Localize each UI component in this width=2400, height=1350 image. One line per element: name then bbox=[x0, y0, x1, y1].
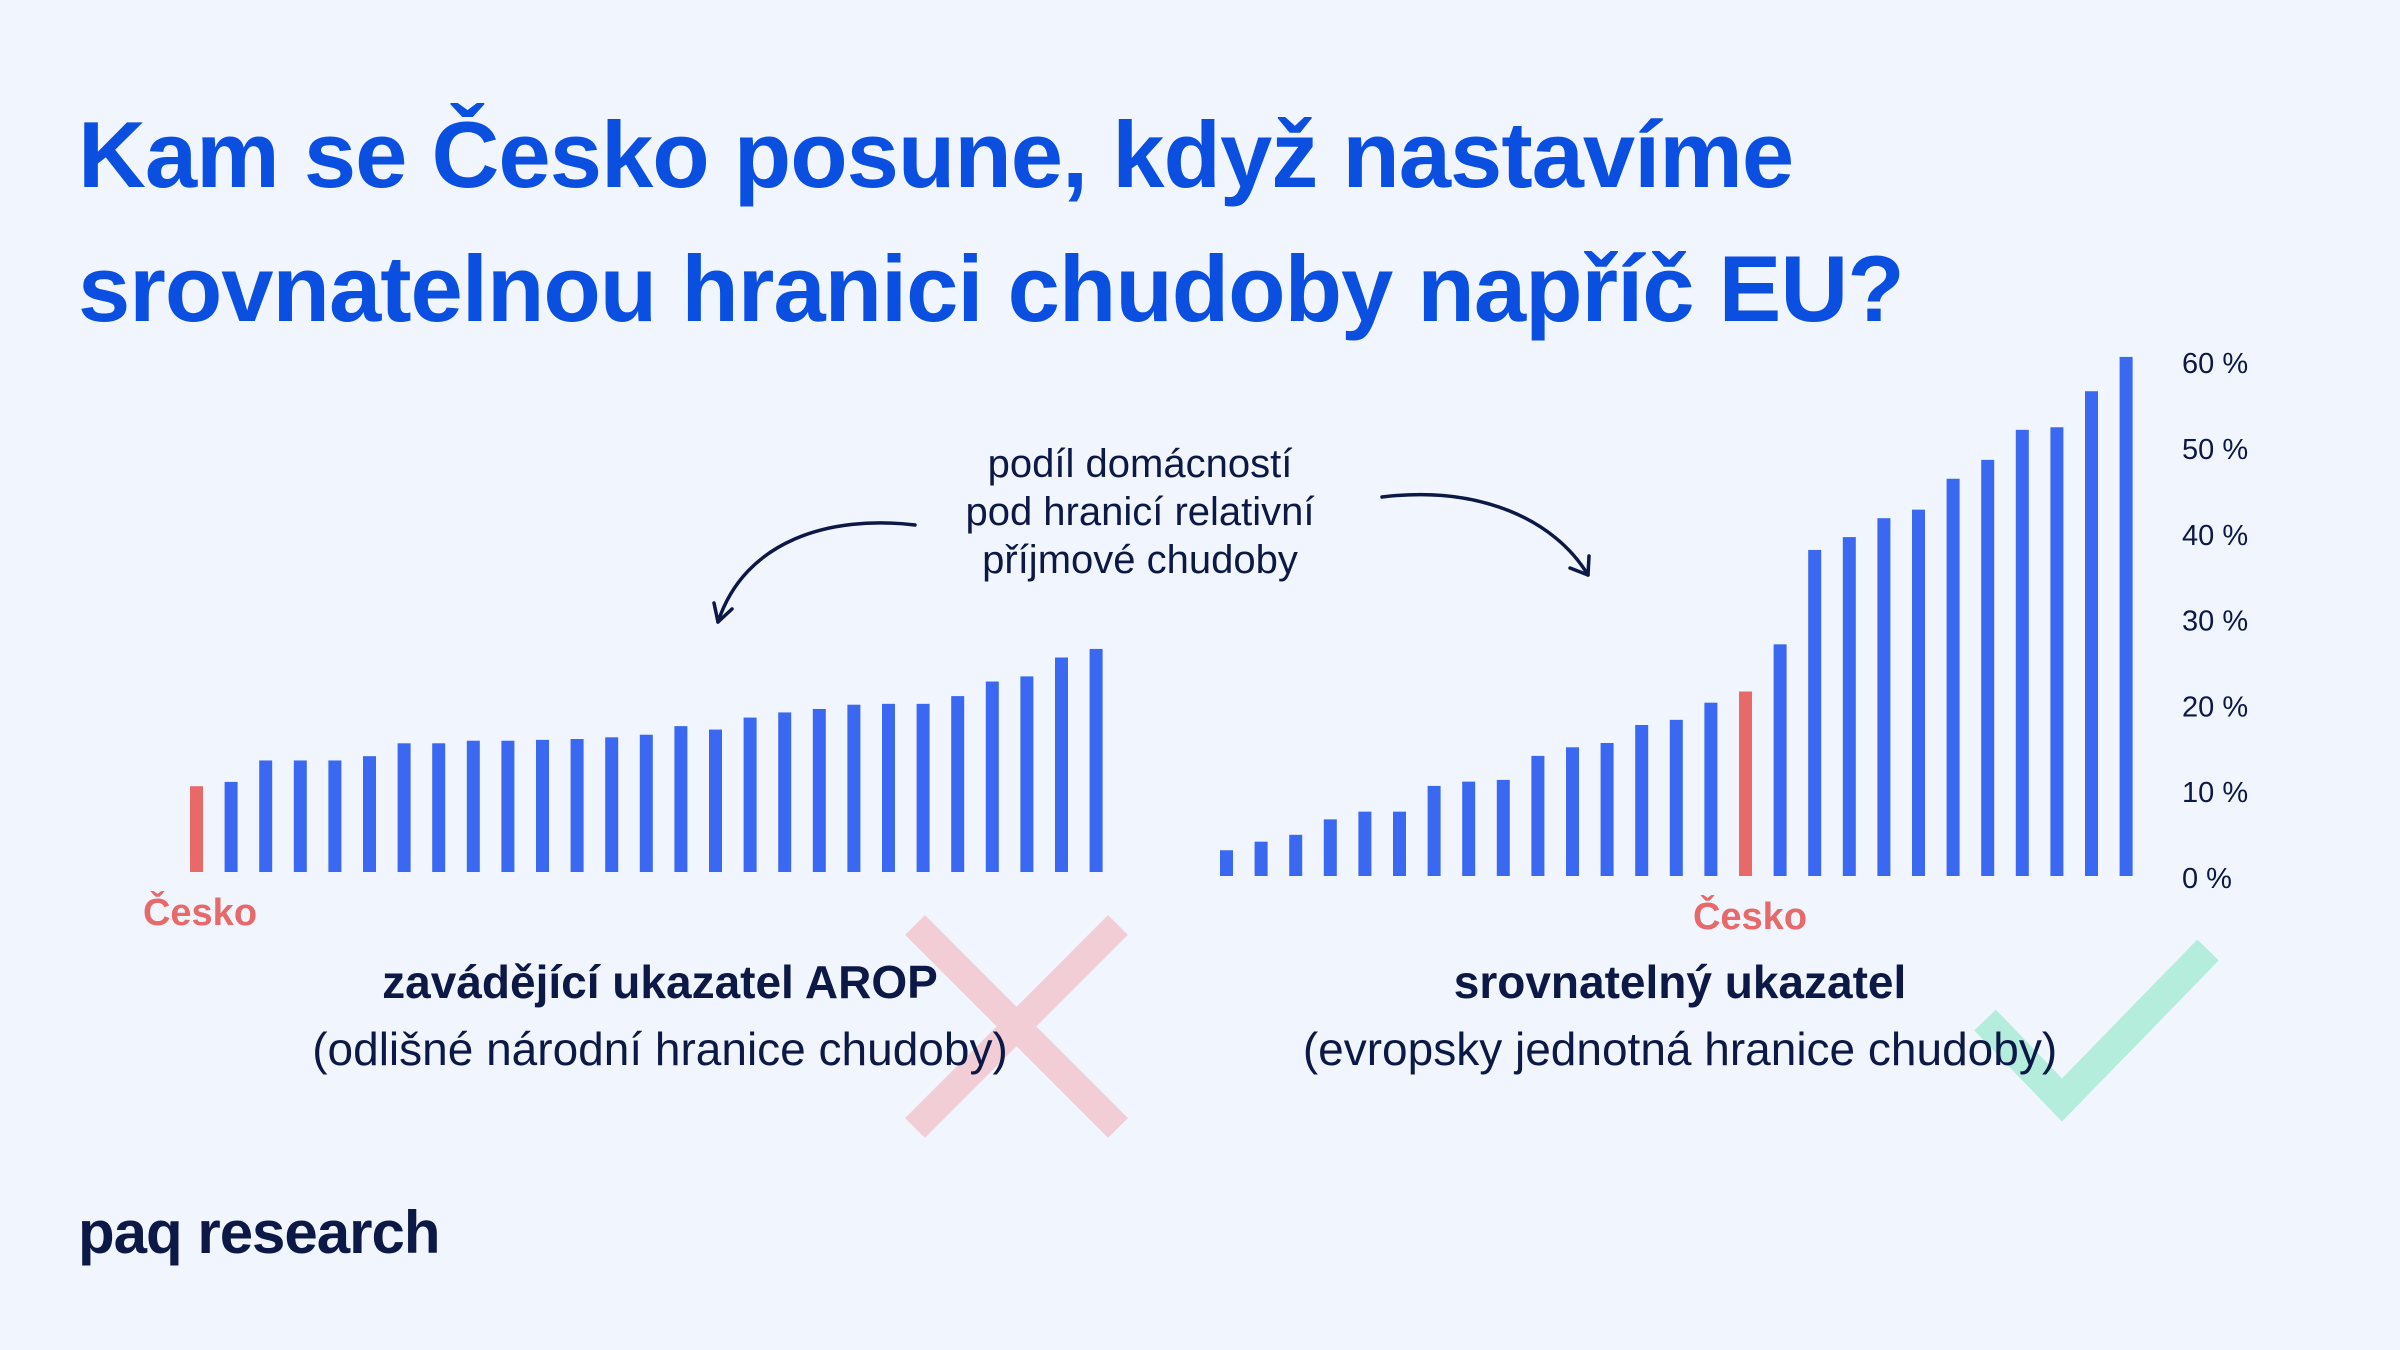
left-bar-20 bbox=[847, 704, 861, 872]
cross-icon bbox=[905, 915, 1128, 1138]
left-bar-3 bbox=[259, 760, 273, 872]
right-bar-13 bbox=[1635, 724, 1649, 876]
annotation-line-2: pod hranicí relativní bbox=[965, 490, 1315, 534]
left-bar-6 bbox=[363, 756, 376, 872]
right-bar-16 bbox=[1739, 691, 1752, 876]
left-bar-9 bbox=[466, 740, 480, 872]
y-tick-label: 60 % bbox=[2182, 348, 2248, 380]
right-bar-series bbox=[1220, 356, 2133, 876]
left-bar-7 bbox=[397, 743, 411, 872]
left-caption-title: zavádějící ukazatel AROP bbox=[382, 956, 938, 1008]
left-bar-17 bbox=[743, 717, 757, 872]
y-tick-label: 50 % bbox=[2182, 434, 2248, 466]
y-axis-ticks: 0 % 10 % 20 % 30 % 40 % 50 % 60 % bbox=[2182, 348, 2248, 895]
annotation-line-3: příjmové chudoby bbox=[982, 538, 1298, 582]
left-bar-8 bbox=[432, 743, 446, 872]
right-bar-25 bbox=[2050, 427, 2064, 876]
left-bar-27 bbox=[1089, 648, 1103, 872]
left-bar-15 bbox=[674, 726, 688, 872]
left-bar-23 bbox=[951, 696, 965, 872]
right-bar-27 bbox=[2119, 356, 2133, 876]
left-bar-2 bbox=[224, 781, 238, 872]
right-bar-17 bbox=[1773, 644, 1787, 876]
y-tick-label: 10 % bbox=[2182, 777, 2248, 809]
right-caption-subtitle: (evropsky jednotná hranice chudoby) bbox=[1302, 1023, 2058, 1075]
title-line-2: srovnatelnou hranici chudoby napříč EU? bbox=[78, 236, 1905, 341]
check-icon bbox=[1974, 939, 2219, 1122]
left-bar-12 bbox=[570, 739, 584, 872]
right-bar-24 bbox=[2015, 429, 2029, 876]
right-bar-1 bbox=[1220, 850, 1233, 876]
right-highlight-label: Česko bbox=[1693, 893, 1807, 938]
left-bar-25 bbox=[1020, 676, 1034, 872]
left-bar-series bbox=[190, 648, 1103, 872]
right-bar-22 bbox=[1946, 478, 1960, 876]
right-bar-19 bbox=[1842, 537, 1856, 876]
right-bar-6 bbox=[1393, 811, 1406, 876]
right-bar-7 bbox=[1427, 785, 1441, 876]
left-bar-1 bbox=[190, 786, 203, 872]
right-bar-26 bbox=[2085, 391, 2098, 876]
page-title: Kam se Česko posune, když nastavíme srov… bbox=[78, 88, 2278, 356]
right-bar-20 bbox=[1877, 518, 1891, 876]
right-caption-title: srovnatelný ukazatel bbox=[1453, 956, 1907, 1008]
left-bar-11 bbox=[536, 739, 549, 872]
y-tick-label: 0 % bbox=[2182, 863, 2232, 895]
right-bar-10 bbox=[1531, 755, 1545, 876]
left-arrow-icon bbox=[712, 521, 917, 624]
left-bar-19 bbox=[812, 708, 826, 872]
left-bar-21 bbox=[882, 703, 895, 872]
left-bar-24 bbox=[985, 681, 999, 872]
right-bar-14 bbox=[1669, 719, 1683, 876]
right-bar-3 bbox=[1289, 834, 1303, 876]
right-bar-2 bbox=[1254, 841, 1268, 876]
right-bar-21 bbox=[1912, 509, 1925, 876]
right-bar-11 bbox=[1566, 747, 1579, 876]
left-bar-5 bbox=[328, 760, 342, 872]
left-bar-4 bbox=[293, 760, 307, 872]
left-bar-22 bbox=[916, 703, 930, 872]
left-caption-subtitle: (odlišné národní hranice chudoby) bbox=[312, 1023, 1008, 1075]
right-bar-8 bbox=[1462, 781, 1476, 876]
right-bar-23 bbox=[1981, 459, 1995, 876]
annotation-line-1: podíl domácností bbox=[987, 442, 1293, 486]
right-bar-18 bbox=[1808, 549, 1822, 876]
y-tick-label: 30 % bbox=[2182, 606, 2248, 638]
title-line-1: Kam se Česko posune, když nastavíme bbox=[78, 102, 1794, 207]
right-arrow-icon bbox=[1380, 492, 1591, 577]
right-bar-12 bbox=[1600, 743, 1614, 876]
annotation-text: podíl domácností pod hranicí relativní p… bbox=[900, 440, 1380, 584]
left-bar-13 bbox=[605, 737, 619, 872]
left-bar-14 bbox=[639, 734, 653, 872]
left-bar-26 bbox=[1055, 657, 1068, 872]
y-tick-label: 20 % bbox=[2182, 691, 2248, 723]
left-bar-16 bbox=[709, 729, 722, 872]
y-tick-label: 40 % bbox=[2182, 520, 2248, 552]
right-bar-15 bbox=[1704, 702, 1718, 876]
right-bar-4 bbox=[1323, 819, 1337, 876]
brand-logo: paq research bbox=[78, 1199, 441, 1266]
right-bar-9 bbox=[1496, 779, 1510, 876]
left-bar-18 bbox=[778, 712, 792, 872]
left-bar-10 bbox=[501, 740, 515, 872]
right-bar-5 bbox=[1358, 811, 1372, 876]
left-highlight-label: Česko bbox=[143, 889, 257, 934]
